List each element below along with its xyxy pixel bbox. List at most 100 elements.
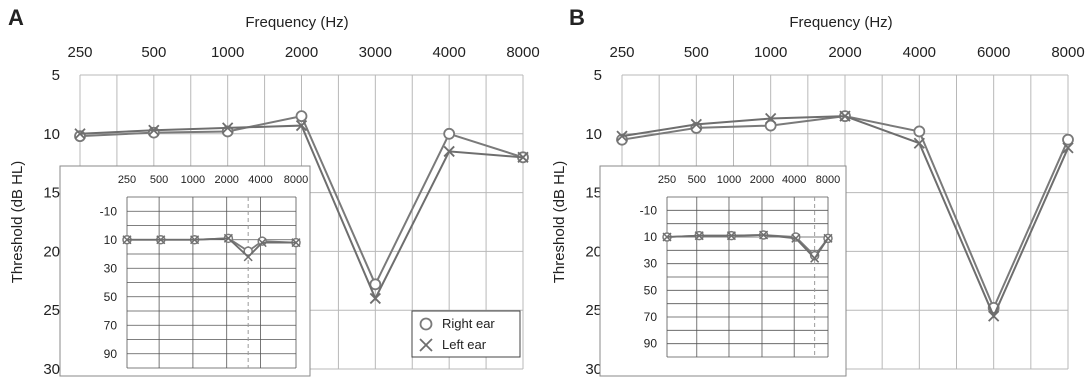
y-tick-label: 30 — [43, 361, 60, 377]
marker-stroke — [223, 233, 233, 243]
marker-stroke — [791, 233, 801, 243]
y-tick-label: 15 — [585, 185, 602, 202]
inset-x-tick-label: 8000 — [816, 174, 840, 186]
x-axis-title: Frequency (Hz) — [245, 14, 348, 31]
y-tick-label: 5 — [594, 67, 602, 84]
inset-data-point — [823, 233, 833, 243]
panel-A: A Frequency (Hz) Threshold (dB HL) 250 500 10… — [8, 5, 540, 377]
marker-stroke — [662, 232, 672, 242]
data-point-left-ear — [765, 112, 777, 125]
data-point-left-ear — [295, 119, 308, 132]
inset-x-tick-label: 1000 — [717, 174, 741, 186]
data-point-right-ear — [1062, 133, 1074, 146]
y-tick-label: 10 — [43, 126, 60, 143]
inset-y-tick-label: -10 — [100, 204, 118, 218]
inset-data-point — [243, 252, 253, 262]
legend-label-right-ear: Right ear — [442, 316, 495, 331]
data-point-left-ear — [222, 122, 234, 134]
inset-x-tick-label: 2000 — [750, 174, 774, 186]
inset-y-tick-label: 30 — [104, 261, 118, 275]
marker-stroke — [839, 110, 851, 122]
inset-x-tick-label: 500 — [150, 174, 168, 186]
data-point-left-ear — [839, 110, 851, 122]
marker-stroke — [765, 112, 777, 125]
legend-circle-marker — [419, 317, 433, 331]
marker-stroke — [74, 128, 86, 140]
marker-stroke — [122, 235, 132, 245]
panel-B: B Frequency (Hz) Threshold (dB HL) 250 500 10… — [551, 5, 1085, 377]
marker-stroke — [257, 238, 267, 248]
marker-stroke — [369, 292, 381, 305]
inset-frame — [59, 165, 311, 377]
x-tick-label: 4000 — [903, 44, 936, 61]
inset-x-tick-label: 4000 — [782, 174, 806, 186]
inset-data-point — [791, 233, 801, 243]
x-tick-label: 250 — [609, 44, 634, 61]
inset-y-tick-label: 70 — [644, 310, 658, 324]
inset-data-point — [791, 232, 801, 242]
inset-data-point — [694, 231, 704, 241]
y-tick-label: 10 — [585, 126, 602, 143]
x-tick-label: 8000 — [506, 44, 539, 61]
marker-stroke — [1062, 142, 1074, 154]
x-tick-label: 500 — [141, 44, 166, 61]
y-tick-label: 20 — [585, 243, 602, 260]
data-point-left-ear — [913, 137, 925, 149]
inset-data-point — [809, 250, 820, 261]
marker-stroke — [190, 235, 200, 245]
x-tick-label: 2000 — [828, 44, 861, 61]
inset-y-tick-label: -10 — [640, 203, 658, 217]
inset-y-tick-label: 70 — [104, 318, 118, 332]
inset-x-tick-label: 2000 — [214, 174, 238, 186]
y-tick-label: 15 — [43, 185, 60, 202]
inset-y-tick-label: 90 — [104, 347, 118, 361]
x-tick-label: 6000 — [977, 44, 1010, 61]
data-point-left-ear — [988, 310, 1000, 322]
inset-data-point — [190, 235, 200, 245]
inset-data-point — [759, 230, 769, 240]
marker-stroke — [810, 253, 820, 263]
inset-y-tick-label: 50 — [104, 290, 118, 304]
legend: Right ear Left ear — [411, 310, 521, 358]
inset-data-point — [243, 246, 253, 256]
inset-data-point — [156, 235, 166, 245]
data-point-left-ear — [148, 124, 160, 136]
inset-audiogram: 250 500 1000 2000 4000 8000 -10 10 30 50 70 90 — [59, 165, 311, 377]
data-point-left-ear — [616, 130, 628, 142]
x-tick-label: 4000 — [432, 44, 465, 61]
x-tick-label: 250 — [67, 44, 92, 61]
inset-data-point — [257, 238, 267, 248]
y-tick-label: 20 — [43, 243, 60, 260]
marker-stroke — [726, 231, 736, 241]
inset-frame — [599, 165, 847, 377]
marker-stroke — [243, 252, 253, 262]
inset-y-tick-label: 90 — [644, 337, 658, 351]
x-axis-title: Frequency (Hz) — [789, 14, 892, 31]
marker-stroke — [759, 230, 769, 240]
inset-data-point — [726, 231, 736, 241]
marker-stroke — [291, 238, 301, 248]
x-tick-label: 2000 — [285, 44, 318, 61]
inset-y-tick-label: 10 — [644, 230, 658, 244]
inset-x-tick-label: 8000 — [284, 174, 308, 186]
data-point-left-ear — [517, 151, 529, 163]
y-tick-label: 30 — [585, 361, 602, 377]
marker-stroke — [913, 137, 925, 149]
data-point-left-ear — [369, 292, 381, 305]
data-point-left-ear — [443, 145, 455, 158]
marker-stroke — [517, 151, 529, 163]
data-point-left-ear — [1062, 142, 1074, 154]
y-axis-title: Threshold (dB HL) — [9, 161, 26, 284]
x-tick-label: 3000 — [359, 44, 392, 61]
data-point-right-ear — [443, 127, 456, 140]
data-point-left-ear — [74, 128, 86, 140]
marker-stroke — [690, 118, 702, 131]
inset-y-tick-label: 30 — [644, 257, 658, 271]
data-point-right-ear — [764, 119, 777, 132]
marker-stroke — [156, 235, 166, 245]
data-point-right-ear — [295, 110, 308, 123]
inset-y-tick-label: 10 — [104, 233, 118, 247]
inset-data-point — [122, 235, 132, 245]
inset-data-point — [662, 232, 672, 242]
